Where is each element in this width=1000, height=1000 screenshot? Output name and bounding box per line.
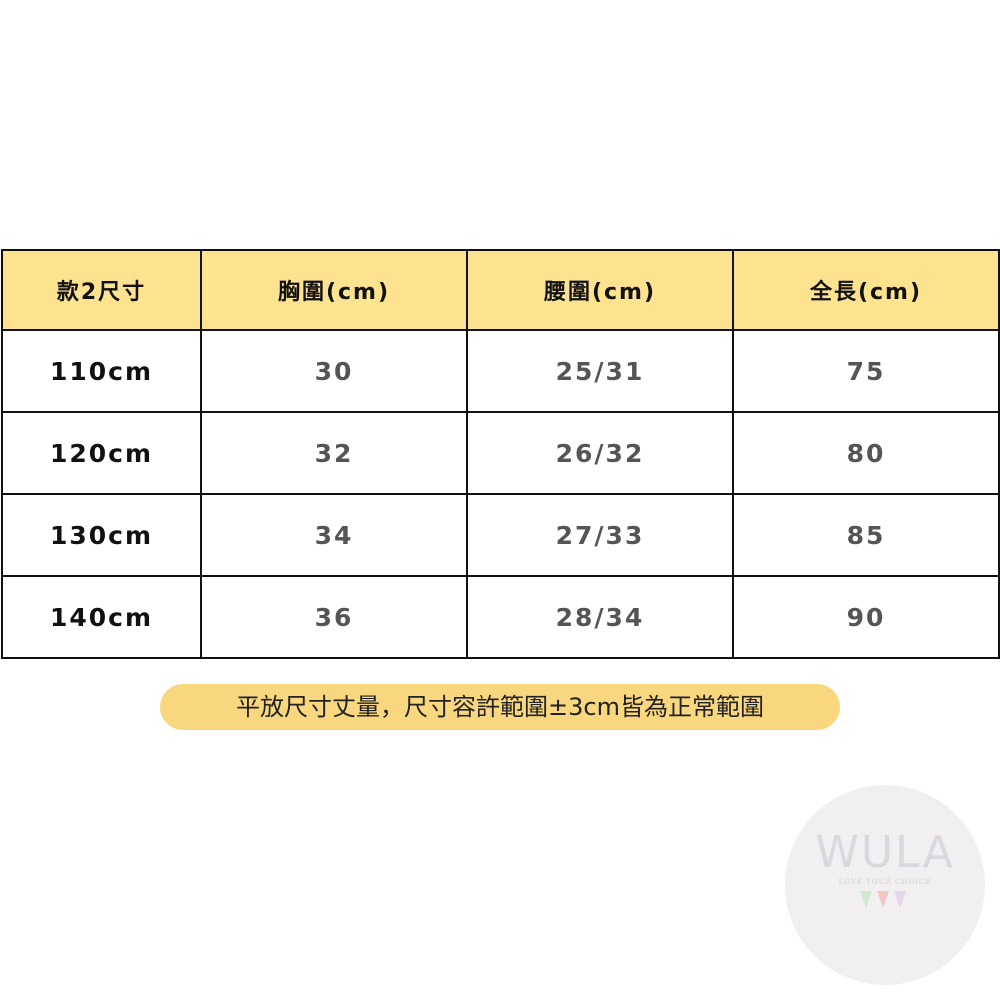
header-cell: 胸圍(cm) xyxy=(200,249,468,331)
watermark: WULA LOVE YOUR CHOICE xyxy=(785,785,985,985)
size-cell: 120cm xyxy=(1,411,202,495)
table-row: 120cm 32 26/32 80 xyxy=(1,411,1000,495)
header-row: 款2尺寸 胸圍(cm) 腰圍(cm) 全長(cm) xyxy=(1,249,1000,331)
value-cell: 34 xyxy=(200,493,468,577)
table-body: 110cm 30 25/31 75 120cm 32 26/32 80 130cm 34 27/33… xyxy=(1,329,1000,659)
watermark-icon xyxy=(860,891,906,908)
value-cell: 90 xyxy=(732,575,1000,659)
table-row: 110cm 30 25/31 75 xyxy=(1,329,1000,413)
value-cell: 32 xyxy=(200,411,468,495)
header-cell: 全長(cm) xyxy=(732,249,1000,331)
value-cell: 25/31 xyxy=(466,329,734,413)
table-row: 140cm 36 28/34 90 xyxy=(1,575,1000,659)
value-cell: 27/33 xyxy=(466,493,734,577)
size-cell: 110cm xyxy=(1,329,202,413)
value-cell: 30 xyxy=(200,329,468,413)
size-table: 款2尺寸 胸圍(cm) 腰圍(cm) 全長(cm) 110cm 30 25/31 75… xyxy=(1,249,1000,659)
header-cell: 腰圍(cm) xyxy=(466,249,734,331)
value-cell: 36 xyxy=(200,575,468,659)
header-cell: 款2尺寸 xyxy=(1,249,202,331)
table-row: 130cm 34 27/33 85 xyxy=(1,493,1000,577)
note: 平放尺寸丈量，尺寸容許範圍±3cm皆為正常範圍 xyxy=(160,684,840,730)
value-cell: 85 xyxy=(732,493,1000,577)
watermark-brand: WULA xyxy=(815,827,955,878)
value-cell: 80 xyxy=(732,411,1000,495)
value-cell: 28/34 xyxy=(466,575,734,659)
value-cell: 26/32 xyxy=(466,411,734,495)
size-cell: 140cm xyxy=(1,575,202,659)
size-cell: 130cm xyxy=(1,493,202,577)
watermark-tagline: LOVE YOUR CHOICE xyxy=(838,878,932,886)
value-cell: 75 xyxy=(732,329,1000,413)
